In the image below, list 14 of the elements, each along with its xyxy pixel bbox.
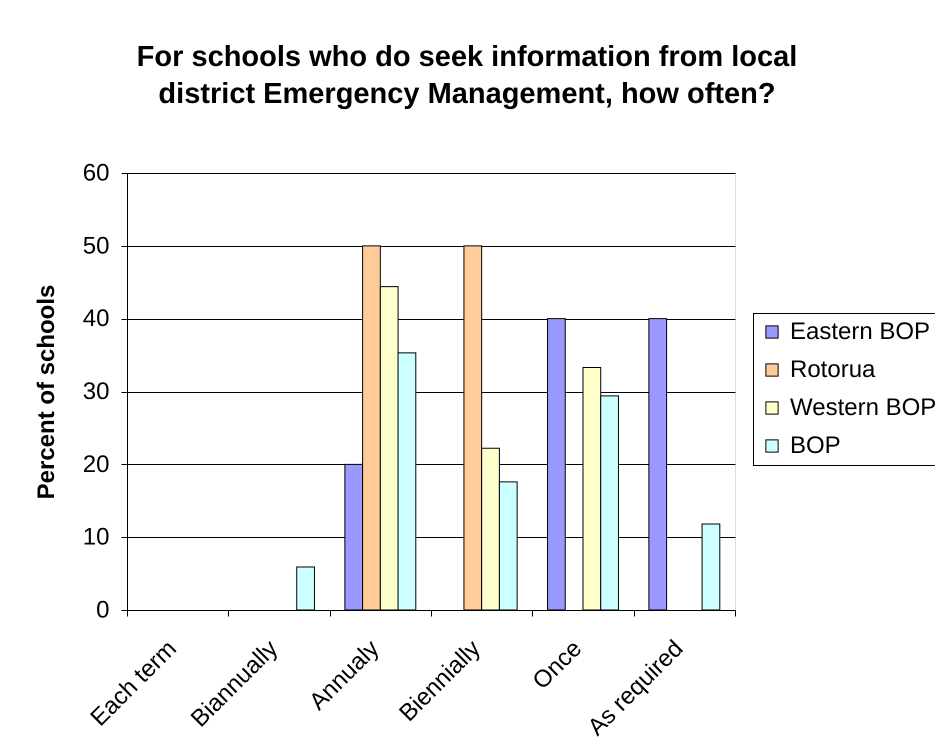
y-tick-label: 60 [82,160,110,186]
chart-title: For schools who do seek information from local district Emergency Management, how often? [136,41,798,110]
legend-label: Eastern BOP [790,318,930,345]
y-tick-label: 50 [82,232,110,260]
y-tick-label: 10 [82,524,110,551]
y-tick-label: 20 [82,450,110,478]
y-axis-title: Percent of schools [32,284,60,500]
y-tick-label: 40 [82,305,110,332]
bar [296,566,315,610]
legend-label: Rotorua [790,356,876,383]
legend-label: BOP [790,432,841,459]
y-tick-label: 0 [96,596,110,624]
y-tick-label: 30 [82,378,110,405]
legend-label: Western BOP [790,394,935,421]
